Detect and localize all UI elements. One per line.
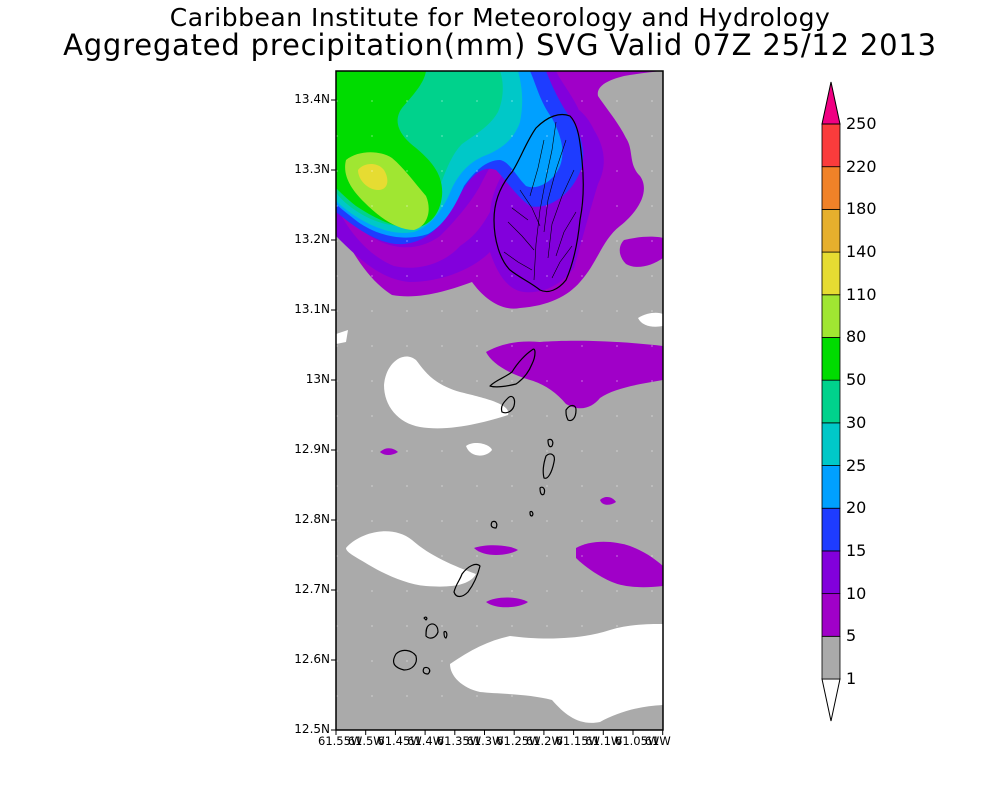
longitude-label: 61.25W [496,734,541,748]
longitude-label: 61.2W [525,734,563,748]
longitude-label: 61.45W [377,734,422,748]
colorbar-segment [821,550,841,595]
latitude-label: 13.4N [294,92,330,106]
colorbar-label: 1 [846,669,857,688]
longitude-label: 61.4W [407,734,445,748]
colorbar [821,81,841,722]
colorbar-segment [821,123,841,168]
small-island [423,616,428,621]
colorbar-segment [821,593,841,637]
longitude-label: 61.3W [466,734,504,748]
small-island [443,630,448,639]
colorbar-segment [821,251,841,296]
latitude-label: 13.1N [294,302,330,316]
colorbar-label: 220 [846,156,877,176]
chart-title-line2: Aggregated precipitation(mm) SVG Valid 0… [63,28,937,62]
small-island [565,404,577,422]
colorbar-label: 50 [846,370,867,390]
longitude-label: 61W [644,734,671,748]
colorbar-upper-arrow [821,81,841,125]
mustique-island [500,395,516,414]
colorbar-segment [821,422,841,466]
longitude-label: 61.35W [436,734,482,748]
colorbar-segment [821,208,841,253]
latitude-label: 12.8N [294,512,330,526]
colorbar-label: 20 [846,498,867,518]
latitude-label: 12.5N [294,722,330,736]
longitude-label: 61.1W [585,734,623,748]
colorbar-label: 15 [846,540,867,560]
latitude-label: 12.9N [294,442,330,456]
colorbar-label: 180 [846,199,877,219]
colorbar-segment [821,379,841,424]
colorbar-label: 25 [846,455,867,475]
colorbar-segment [821,294,841,338]
longitude-label: 61.5W [347,734,385,748]
union-island [453,563,481,598]
colorbar-label: 5 [846,626,857,646]
colorbar-label: 10 [846,583,867,603]
latitude-label: 13.3N [294,162,330,176]
river-network [503,121,577,281]
small-island [490,520,498,529]
colorbar-segment [821,337,841,381]
petite-martinique-island [392,649,417,671]
colorbar-label: 110 [846,284,877,304]
grid-dots [336,71,663,730]
colorbar-label: 30 [846,412,867,432]
latitude-label: 12.6N [294,652,330,666]
colorbar-segment [821,635,841,680]
coastlines [392,113,584,675]
longitude-label: 61.15W [555,734,600,748]
axis-ticks [331,99,664,735]
latitude-label: 12.7N [294,582,330,596]
small-island [529,510,534,517]
small-island [547,438,554,448]
longitude-label: 61.55W [318,734,363,748]
latitude-label: 13N [305,372,330,386]
colorbar-lower-arrow [821,678,841,722]
colorbar-label: 250 [846,114,877,133]
small-island [539,486,546,496]
precipitation-field [336,71,663,730]
latitude-label: 13.2N [294,232,330,246]
st-vincent-island [493,113,584,293]
colorbar-segment [821,465,841,509]
colorbar-segment [821,507,841,552]
carriacou-island [425,623,439,639]
small-island [422,666,431,675]
colorbar-segment [821,166,841,210]
colorbar-label: 80 [846,327,867,347]
bequia-island [489,348,536,388]
map-frame [335,70,664,731]
canouan-island [542,453,555,479]
longitude-label: 61.05W [615,734,660,748]
colorbar-label: 140 [846,242,877,262]
chart-title-line1: Caribbean Institute for Meteorology and … [169,3,831,32]
